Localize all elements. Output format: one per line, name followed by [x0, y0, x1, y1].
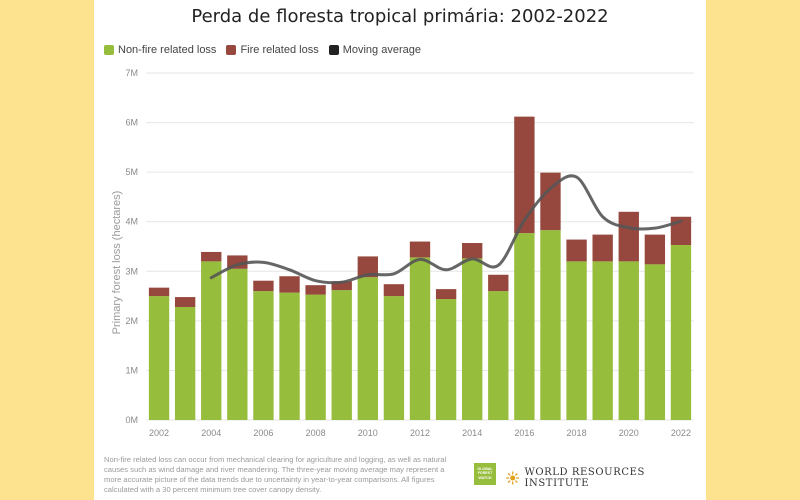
bar-non-fire: [253, 291, 274, 420]
line-layer: [209, 174, 683, 285]
x-tick-label: 2016: [514, 428, 534, 438]
x-tick-label: 2022: [671, 428, 691, 438]
x-tick-label: 2008: [306, 428, 326, 438]
legend-swatch-non-fire: [104, 45, 114, 55]
bar-non-fire: [227, 268, 248, 420]
x-tick-label: 2004: [201, 428, 221, 438]
chart-title: Perda de floresta tropical primária: 200…: [191, 6, 609, 27]
bars-layer: [148, 116, 692, 420]
bar-fire: [435, 289, 457, 300]
bar-non-fire: [174, 306, 196, 420]
y-tick-label: 5M: [125, 167, 138, 177]
chart-plot: 0M 1M 2M 3M 4M 5M 6M 7M 2002 2004 2006 2008 2010 201…: [111, 68, 694, 438]
x-tick-label: 2014: [462, 428, 482, 438]
y-tick-label: 3M: [125, 266, 138, 276]
chart-card: Perda de floresta tropical primária: 200…: [94, 0, 706, 500]
x-tick-label: 2010: [358, 428, 378, 438]
bar-fire: [201, 251, 222, 262]
bar-non-fire: [644, 264, 666, 420]
bar-non-fire: [305, 294, 326, 420]
bar-fire: [514, 116, 535, 234]
legend-item-moving-average[interactable]: Moving average: [328, 44, 421, 56]
chart-legend: Non-fire related loss Fire related loss …: [104, 42, 421, 58]
x-tick-label: 2012: [410, 428, 430, 438]
bar-fire: [279, 276, 300, 293]
legend-item-non-fire[interactable]: Non-fire related loss: [104, 44, 216, 56]
x-tick-label: 2002: [149, 428, 169, 438]
y-tick-label: 4M: [125, 217, 138, 227]
bar-non-fire: [383, 296, 405, 420]
wri-logo[interactable]: WORLD RESOURCES INSTITUTE: [506, 467, 706, 489]
bar-fire: [383, 284, 405, 297]
y-tick-label: 6M: [125, 118, 138, 128]
bar-fire: [357, 256, 378, 278]
bar-fire: [540, 172, 561, 231]
y-tick-label: 0M: [125, 415, 138, 425]
gfw-logo-line1: GLOBAL: [477, 467, 493, 471]
x-tick-label: 2020: [619, 428, 639, 438]
wri-name: WORLD RESOURCES INSTITUTE: [524, 467, 645, 489]
wri-sun-icon: [506, 471, 520, 485]
bar-non-fire: [488, 291, 509, 420]
gfw-logo-line3: WATCH: [478, 475, 492, 480]
x-tick-label: 2006: [253, 428, 273, 438]
bar-non-fire: [201, 261, 222, 420]
legend-label-non-fire: Non-fire related loss: [118, 44, 217, 56]
bar-fire: [148, 287, 170, 297]
bar-fire: [618, 211, 639, 262]
bar-non-fire: [566, 261, 587, 420]
legend-item-fire[interactable]: Fire related loss: [226, 44, 319, 56]
bar-fire: [331, 281, 352, 291]
bar-fire: [253, 280, 274, 292]
gfw-logo[interactable]: GLOBAL FOREST WATCH: [474, 463, 496, 485]
legend-swatch-fire: [226, 45, 237, 55]
bar-non-fire: [514, 233, 535, 420]
bar-non-fire: [462, 258, 483, 420]
y-axis-label: Primary forest loss (hectares): [111, 191, 123, 335]
bar-fire: [488, 274, 509, 292]
bar-non-fire: [357, 277, 378, 420]
bar-fire: [409, 241, 431, 258]
bar-fire: [644, 234, 666, 265]
footnote: Non-fire related loss can occur from mec…: [104, 455, 447, 494]
x-tick-label: 2018: [567, 428, 587, 438]
bar-non-fire: [409, 257, 431, 420]
bar-non-fire: [670, 245, 692, 420]
y-tick-label: 2M: [125, 316, 138, 326]
bar-fire: [305, 285, 326, 295]
y-tick-label: 1M: [125, 365, 138, 375]
bar-fire: [566, 239, 587, 262]
bar-non-fire: [618, 261, 639, 420]
x-axis: 2002 2004 2006 2008 2010 2012 2014 2016 2018 2020…: [149, 428, 691, 438]
bar-fire: [462, 243, 483, 259]
bar-fire: [592, 234, 613, 262]
bar-non-fire: [279, 292, 300, 420]
gfw-logo-line2: FOREST: [477, 471, 493, 476]
bar-non-fire: [148, 296, 170, 420]
moving-average-line: [209, 174, 683, 285]
bar-non-fire: [331, 290, 352, 420]
bar-non-fire: [540, 230, 561, 420]
y-tick-label: 7M: [125, 68, 138, 78]
bar-non-fire: [592, 261, 613, 420]
legend-label-fire: Fire related loss: [240, 44, 319, 56]
legend-swatch-moving-average: [328, 45, 339, 55]
bar-non-fire: [435, 299, 457, 420]
bar-fire: [174, 297, 196, 307]
legend-label-moving-average: Moving average: [342, 44, 421, 56]
